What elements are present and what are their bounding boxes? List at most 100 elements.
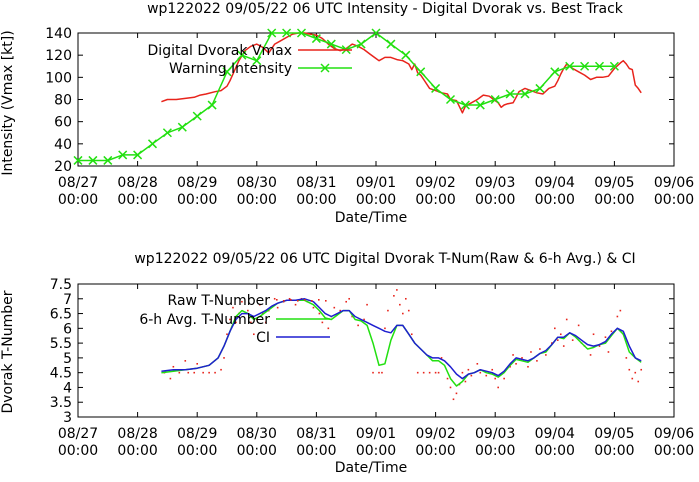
tnumber-x-tick-time: 00:00 [117, 443, 157, 459]
raw-t-number-point [208, 371, 210, 374]
raw-t-number-point [273, 297, 276, 300]
raw-t-number-point [253, 333, 255, 336]
raw-t-number-point [494, 377, 496, 380]
warning-intensity-marker [565, 61, 575, 71]
raw-t-number-point [437, 371, 440, 374]
raw-t-number-point [399, 303, 401, 306]
warning-intensity-marker [133, 150, 143, 160]
raw-t-number-point [434, 371, 437, 374]
raw-t-number-point [515, 363, 517, 365]
tnumber-x-tick-date: 08/29 [177, 426, 217, 442]
intensity-y-tick-label: 40 [54, 137, 72, 153]
intensity-x-tick-date: 09/04 [535, 175, 575, 191]
raw-t-number-point [321, 321, 324, 324]
warning-intensity-marker [475, 100, 485, 110]
tnumber-x-tick-time: 00:00 [535, 443, 575, 459]
warning-intensity-marker [550, 67, 560, 77]
raw-t-number-point [402, 312, 404, 315]
raw-t-number-point [530, 351, 532, 353]
intensity-x-tick-date: 08/27 [58, 175, 98, 191]
intensity-x-tick-time: 00:00 [237, 192, 277, 208]
warning-intensity-marker [252, 56, 262, 66]
legend-ci-label: CI [256, 330, 270, 346]
raw-t-number-point [428, 371, 431, 374]
raw-t-number-point [422, 371, 425, 374]
raw-t-number-point [226, 333, 228, 336]
intensity-x-tick-date: 09/03 [475, 175, 515, 191]
raw-t-number-point [169, 377, 172, 380]
raw-t-number-point [264, 321, 267, 324]
intensity-x-tick-date: 09/01 [356, 175, 396, 191]
raw-t-number-point [387, 309, 389, 312]
raw-t-number-point [589, 354, 592, 356]
intensity-chart-title: wp122022 09/05/22 06 UTC Intensity - Dig… [147, 1, 624, 17]
raw-t-number-point [351, 315, 353, 318]
raw-t-number-point [562, 345, 565, 347]
tnumber-x-tick-time: 00:00 [58, 443, 98, 459]
legend-warning-intensity-label: Warning Intensity [169, 61, 292, 77]
tnumber-x-tick-date: 08/28 [117, 426, 157, 442]
intensity-chart: wp122022 09/05/22 06 UTC Intensity - Dig… [0, 1, 694, 226]
raw-t-number-point [497, 386, 499, 389]
intensity-x-tick-time: 00:00 [594, 192, 634, 208]
warning-intensity-marker [282, 28, 292, 38]
raw-t-number-point [610, 330, 613, 333]
intensity-y-ticks: 20 40 60 80 100 120 140 [45, 26, 674, 175]
raw-t-number-point [258, 303, 261, 306]
warning-intensity-marker [311, 34, 321, 44]
raw-t-number-point [247, 309, 249, 312]
warning-intensity-marker [416, 67, 426, 77]
intensity-y-tick-label: 100 [45, 70, 72, 86]
raw-t-number-point [604, 336, 607, 338]
warning-intensity-marker [356, 39, 366, 49]
legend-raw-tnumber-swatch [276, 299, 327, 302]
raw-t-number-point [184, 360, 187, 362]
raw-t-number-point [640, 368, 643, 371]
intensity-x-tick-time: 00:00 [535, 192, 575, 208]
warning-intensity-marker [505, 89, 515, 99]
tnumber-chart-title: wp122022 09/05/22 06 UTC Digital Dvorak … [134, 251, 635, 267]
raw-t-number-point [619, 309, 622, 312]
intensity-y-tick-label: 60 [54, 115, 72, 131]
intensity-x-tick-date: 08/30 [237, 175, 277, 191]
raw-t-number-point [220, 368, 222, 371]
ci-line [161, 298, 642, 380]
raw-t-number-point [405, 297, 407, 300]
tnumber-y-ticks: 33.544.555.566.577.5 [50, 277, 674, 426]
raw-t-number-point [416, 371, 419, 374]
raw-t-number-point [512, 354, 514, 356]
warning-intensity-marker [177, 122, 187, 132]
tnumber-legend: Raw T-Number 6-h Avg. T-Number CI [139, 293, 330, 346]
warning-intensity-marker [520, 89, 530, 99]
raw-t-number-point [616, 315, 619, 318]
intensity-x-tick-time: 00:00 [117, 192, 157, 208]
raw-t-number-point [232, 306, 234, 309]
raw-t-number-point [440, 357, 443, 359]
legend-6h-avg-label: 6-h Avg. T-Number [139, 312, 270, 328]
raw-t-number-point [551, 342, 553, 344]
intensity-x-tick-date: 08/31 [296, 175, 336, 191]
warning-intensity-marker [609, 61, 619, 71]
raw-t-number-point [294, 303, 297, 306]
raw-t-number-point [372, 371, 374, 374]
warning-intensity-marker [103, 155, 113, 165]
warning-intensity-marker [237, 50, 247, 60]
tnumber-x-tick-date: 09/05 [594, 426, 634, 442]
tnumber-y-axis-label: Dvorak T-Number [0, 290, 16, 413]
warning-intensity-marker [445, 94, 456, 105]
tnumber-y-tick-label: 3.5 [50, 395, 72, 411]
warning-intensity-marker [118, 150, 128, 160]
warning-intensity-marker [594, 61, 605, 71]
tnumber-y-tick-label: 5 [63, 351, 72, 367]
raw-t-number-point [396, 289, 398, 291]
tnumber-x-tick-time: 00:00 [356, 443, 396, 459]
tnumber-y-tick-label: 4.5 [50, 366, 72, 382]
warning-intensity-marker [580, 61, 590, 71]
legend-warning-intensity-marker [320, 63, 330, 73]
tnumber-y-tick-label: 6.5 [50, 307, 72, 323]
raw-t-number-point [452, 398, 455, 401]
warning-intensity-marker [162, 128, 172, 138]
warning-intensity-marker [490, 94, 500, 105]
